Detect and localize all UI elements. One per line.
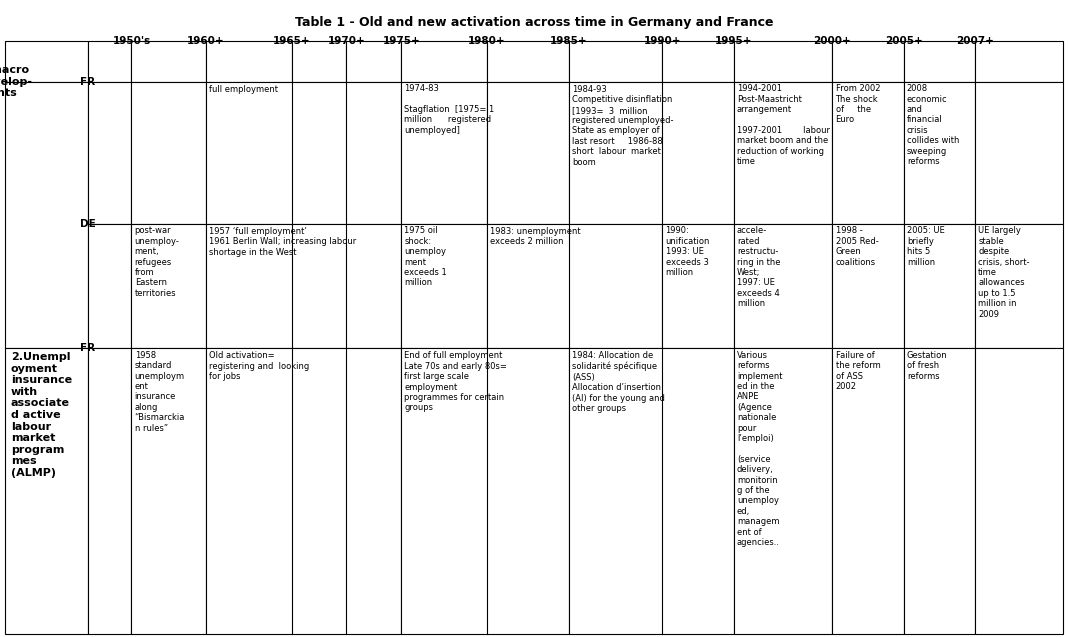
Text: FR: FR: [80, 76, 95, 87]
Bar: [88, 348, 131, 634]
Text: 2007+: 2007+: [956, 36, 994, 47]
Bar: [131, 82, 206, 224]
Bar: [904, 224, 975, 348]
Bar: [88, 224, 131, 348]
Text: 1975 oil
shock:
unemploy
ment
exceeds 1
million: 1975 oil shock: unemploy ment exceeds 1 …: [405, 226, 447, 287]
Text: accele-
rated
restructu-
ring in the
West;
1997: UE
exceeds 4
million: accele- rated restructu- ring in the Wes…: [737, 226, 781, 308]
Bar: [975, 224, 1063, 348]
Text: UE largely
stable
despite
crisis, short-
time
allowances
up to 1.5
million in
20: UE largely stable despite crisis, short-…: [978, 226, 1030, 318]
Bar: [832, 348, 904, 634]
Bar: [402, 348, 569, 634]
Bar: [88, 41, 131, 82]
Text: 1998 -
2005 Red-
Green
coalitions: 1998 - 2005 Red- Green coalitions: [835, 226, 878, 267]
Bar: [487, 224, 662, 348]
Text: 1957 ‘full employment’
1961 Berlin Wall; increasing labour
shortage in the West: 1957 ‘full employment’ 1961 Berlin Wall;…: [209, 227, 357, 257]
Text: DE: DE: [80, 219, 95, 229]
Text: 1984: Allocation de
solidarité spécifique
(ASS)
Allocation d’insertion
(AI) for : 1984: Allocation de solidarité spécifiqu…: [572, 352, 665, 413]
Bar: [832, 41, 904, 82]
Bar: [734, 348, 832, 634]
Bar: [131, 348, 206, 634]
Bar: [975, 41, 1063, 82]
Text: 2000+: 2000+: [814, 36, 851, 47]
Bar: [402, 41, 487, 82]
Bar: [5, 82, 88, 348]
Text: Gestation
of fresh
reforms: Gestation of fresh reforms: [907, 351, 947, 381]
Text: 1980+: 1980+: [468, 36, 505, 47]
Text: 2005: UE
briefly
hits 5
million: 2005: UE briefly hits 5 million: [907, 226, 944, 267]
Bar: [402, 82, 487, 224]
Bar: [206, 41, 292, 82]
Text: 1-macro
develop-
ments: 1-macro develop- ments: [0, 65, 32, 98]
Text: 1958
standard
unemploym
ent
insurance
along
“Bismarckia
n rules”: 1958 standard unemploym ent insurance al…: [135, 351, 185, 433]
Bar: [734, 41, 832, 82]
Text: 1985+: 1985+: [550, 36, 587, 47]
Text: Failure of
the reform
of ASS
2002: Failure of the reform of ASS 2002: [835, 351, 880, 391]
Bar: [131, 224, 206, 348]
Text: 1965+: 1965+: [272, 36, 311, 47]
Text: FR: FR: [80, 343, 95, 354]
Text: 1990+: 1990+: [644, 36, 681, 47]
Text: Old activation=
registering and  looking
for jobs: Old activation= registering and looking …: [209, 352, 310, 382]
Text: Various
reforms
implement
ed in the
ANPE
(Agence
nationale
pour
l’emploi)

(serv: Various reforms implement ed in the ANPE…: [737, 351, 783, 547]
Bar: [206, 348, 402, 634]
Bar: [734, 82, 832, 224]
Text: 1974-83

Stagflation  [1975= 1
million      registered
unemployed]: 1974-83 Stagflation [1975= 1 million reg…: [405, 84, 494, 135]
Bar: [292, 41, 346, 82]
Text: 1994-2001
Post-Maastricht
arrangement

1997-2001        labour
market boom and t: 1994-2001 Post-Maastricht arrangement 19…: [737, 84, 830, 166]
Bar: [206, 224, 402, 348]
Text: 1950's: 1950's: [112, 36, 151, 47]
Bar: [569, 82, 734, 224]
Text: End of full employment
Late 70s and early 80s=
first large scale
employment
prog: End of full employment Late 70s and earl…: [405, 352, 507, 413]
Text: 2.Unempl
oyment
insurance
with
associate
d active
labour
market
program
mes
(ALM: 2.Unempl oyment insurance with associate…: [11, 352, 72, 478]
Bar: [832, 224, 904, 348]
Bar: [832, 82, 904, 224]
Bar: [206, 82, 402, 224]
Text: post-war
unemploy-
ment,
refugees
from
Eastern
territories: post-war unemploy- ment, refugees from E…: [135, 226, 179, 298]
Bar: [487, 82, 569, 224]
Text: 1970+: 1970+: [328, 36, 365, 47]
Text: full employment: full employment: [209, 85, 279, 94]
Text: 1960+: 1960+: [187, 36, 225, 47]
Bar: [131, 41, 206, 82]
Text: 1990:
unification
1993: UE
exceeds 3
million: 1990: unification 1993: UE exceeds 3 mil…: [665, 226, 710, 277]
Bar: [5, 41, 88, 82]
Text: 1975+: 1975+: [382, 36, 420, 47]
Bar: [487, 41, 569, 82]
Bar: [569, 348, 734, 634]
Text: 2008
economic
and
financial
crisis
collides with
sweeping
reforms: 2008 economic and financial crisis colli…: [907, 84, 959, 166]
Bar: [975, 82, 1063, 224]
Bar: [5, 348, 88, 634]
Bar: [662, 41, 734, 82]
Text: Table 1 - Old and new activation across time in Germany and France: Table 1 - Old and new activation across …: [295, 16, 773, 29]
Bar: [734, 224, 832, 348]
Bar: [569, 41, 662, 82]
Text: 1983: unemployment
exceeds 2 million: 1983: unemployment exceeds 2 million: [490, 227, 581, 247]
Bar: [904, 82, 975, 224]
Bar: [88, 82, 131, 224]
Bar: [662, 224, 734, 348]
Bar: [904, 41, 975, 82]
Bar: [346, 41, 402, 82]
Text: 2005+: 2005+: [884, 36, 923, 47]
Bar: [975, 348, 1063, 634]
Text: 1995+: 1995+: [714, 36, 752, 47]
Bar: [904, 348, 975, 634]
Text: From 2002
The shock
of     the
Euro: From 2002 The shock of the Euro: [835, 84, 880, 124]
Bar: [402, 224, 487, 348]
Text: 1984-93
Competitive disinflation
[1993=  3  million
registered unemployed-
State: 1984-93 Competitive disinflation [1993= …: [572, 85, 674, 167]
